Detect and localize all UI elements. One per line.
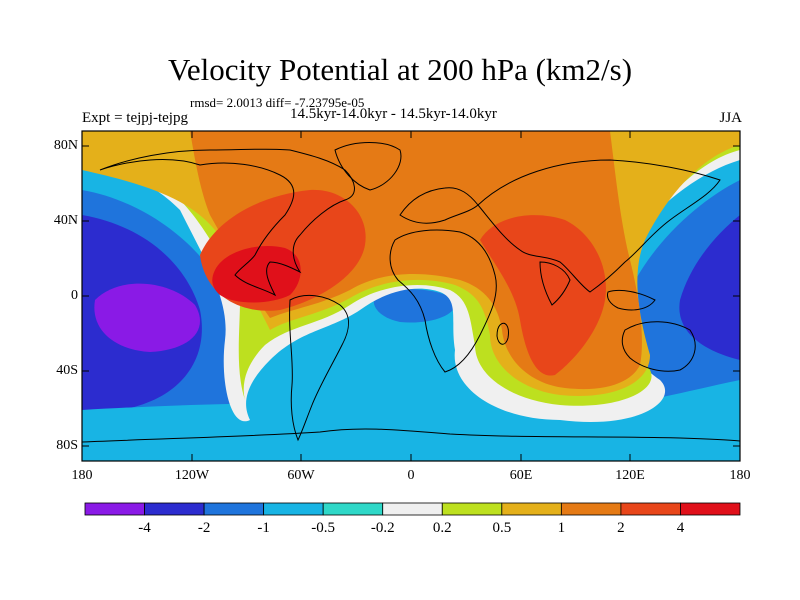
colorbar-label: 1: [557, 520, 566, 536]
lon-tick-label: 60E: [509, 468, 533, 483]
expt-label: Expt = tejpj-tejpg: [82, 110, 188, 126]
colorbar-label: -1: [257, 520, 270, 536]
lon-tick-label: 0: [407, 468, 415, 483]
coast-india: [539, 261, 571, 306]
colorbar-label: 0.5: [492, 520, 512, 536]
colorbar-swatch: [263, 502, 324, 516]
colorbar-swatch: [441, 502, 503, 516]
coastlines: [82, 142, 740, 443]
field-pacific-minus-4: [94, 283, 200, 352]
season-label: JJA: [719, 110, 742, 126]
coast-greenland: [334, 142, 402, 191]
lon-tick-label: 120W: [174, 468, 210, 483]
colorbar-label: -2: [197, 520, 211, 536]
colorbar-swatch: [560, 502, 622, 516]
colorbar-swatch: [322, 502, 384, 516]
colorbar-swatch: [144, 502, 205, 516]
colorbar-swatch: [501, 502, 562, 516]
stats-line: rmsd= 2.0013 diff= -7.23795e-05: [190, 95, 365, 110]
lon-tick-label: 60W: [287, 468, 315, 483]
coast-australia: [621, 321, 696, 372]
colorbar-swatch: [620, 502, 681, 516]
field-max-core: [212, 246, 301, 303]
lat-tick-label: 80N: [53, 138, 78, 153]
colorbar-swatch: [382, 502, 443, 516]
colorbar: [84, 502, 741, 516]
lon-tick-label: 180: [71, 468, 93, 483]
lat-tick-label: 0: [71, 288, 78, 303]
coast-madagascar: [496, 322, 509, 345]
lat-tick-label: 40N: [53, 213, 78, 228]
colorbar-swatch: [680, 502, 741, 516]
colorbar-label: -4: [138, 520, 151, 536]
field-wpac-minus-2: [679, 215, 740, 360]
coast-north-america: [99, 148, 355, 297]
coast-antarctica: [82, 428, 740, 443]
lat-tick-label: 40S: [56, 363, 78, 378]
coast-africa: [389, 229, 497, 373]
colorbar-label: 4: [676, 520, 685, 536]
colorbar-label: -0.2: [370, 520, 395, 536]
coast-asia: [477, 159, 721, 293]
colorbar-label: -0.5: [311, 520, 336, 536]
lon-tick-label: 120E: [615, 468, 645, 483]
colorbar-swatch: [203, 502, 265, 516]
colorbar-swatch: [84, 502, 145, 516]
field-plus-4-east: [480, 215, 606, 376]
subtitle: 14.5kyr-14.0kyr - 14.5kyr-14.0kyr: [290, 106, 497, 122]
coast-indonesia: [607, 289, 656, 311]
field-south-band: [82, 380, 740, 461]
colorbar-label: 0.2: [432, 520, 452, 536]
chart-title: Velocity Potential at 200 hPa (km2/s): [167, 52, 633, 87]
lon-tick-label: 180: [729, 468, 751, 483]
contour-fill: [82, 131, 740, 461]
field-atlantic-minus-1: [373, 289, 456, 323]
tick-marks: [81, 131, 741, 461]
coast-south-america: [289, 294, 349, 442]
colorbar-label: 2: [617, 520, 625, 536]
lat-tick-label: 80S: [56, 438, 78, 453]
